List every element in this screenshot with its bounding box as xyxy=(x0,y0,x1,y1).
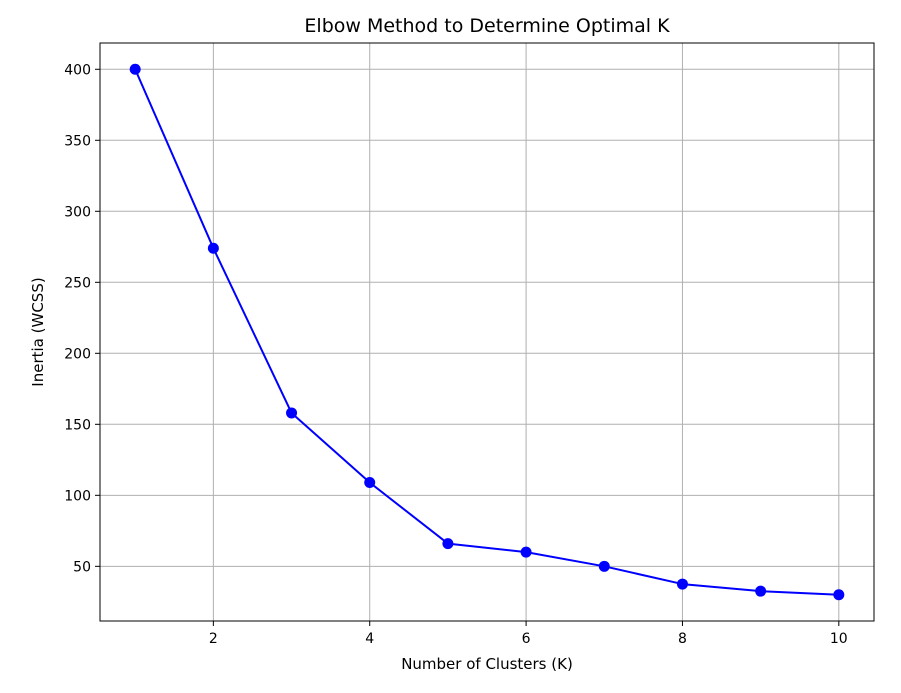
grid-layer xyxy=(100,43,874,621)
data-point xyxy=(833,589,845,601)
data-point xyxy=(755,585,767,597)
data-point xyxy=(442,538,454,550)
axes-frame xyxy=(99,42,875,622)
x-tick-label: 2 xyxy=(209,631,218,647)
tick-layer: 2 4 6 8 10 50 100 150 200 250 300 350 400 xyxy=(64,62,847,647)
y-tick-label: 100 xyxy=(64,488,91,504)
data-point xyxy=(676,578,688,590)
y-tick-label: 200 xyxy=(64,346,91,362)
y-tick-label: 150 xyxy=(64,417,91,433)
series-line xyxy=(134,68,839,596)
series-layer xyxy=(129,63,845,601)
data-point xyxy=(207,242,219,254)
data-point xyxy=(364,477,376,489)
y-tick-label: 50 xyxy=(73,559,91,575)
x-tick-label: 10 xyxy=(830,631,848,647)
x-tick-label: 6 xyxy=(522,631,531,647)
data-point xyxy=(286,407,298,419)
y-axis-label: Inertia (WCSS) xyxy=(29,277,47,386)
chart-title: Elbow Method to Determine Optimal K xyxy=(304,15,670,37)
y-tick-label: 400 xyxy=(64,62,91,78)
data-point xyxy=(598,560,610,572)
y-tick-label: 250 xyxy=(64,275,91,291)
x-tick-label: 8 xyxy=(678,631,687,647)
data-point xyxy=(520,546,532,558)
data-point xyxy=(129,63,141,75)
y-tick-label: 350 xyxy=(64,133,91,149)
y-tick-label: 300 xyxy=(64,204,91,220)
x-axis-label: Number of Clusters (K) xyxy=(401,655,573,673)
x-tick-label: 4 xyxy=(365,631,374,647)
